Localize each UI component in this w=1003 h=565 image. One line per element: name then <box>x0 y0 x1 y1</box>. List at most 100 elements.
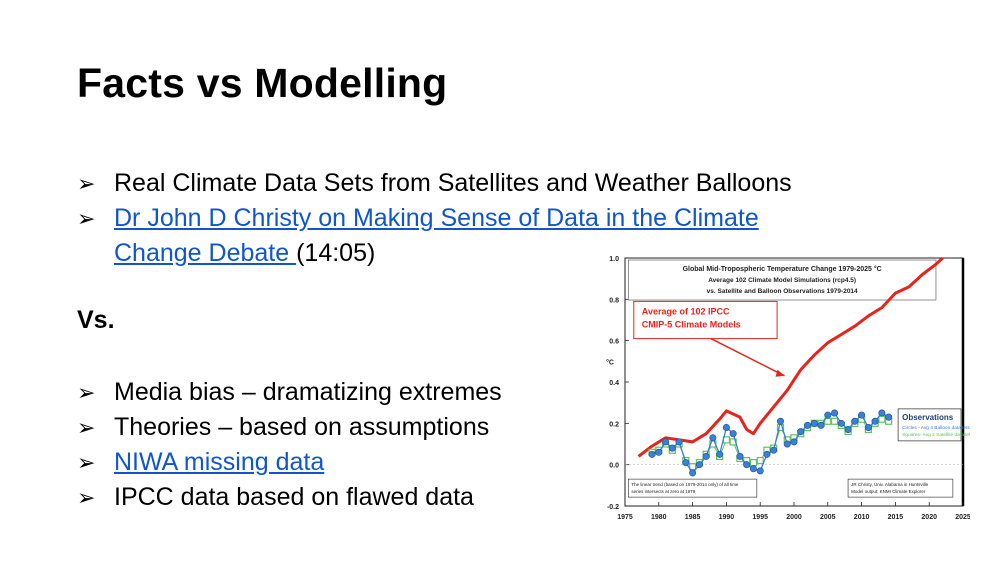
balloon-circle-point <box>851 417 859 425</box>
y-tick-label: 0.6 <box>609 339 619 346</box>
balloon-circle-point <box>858 411 866 419</box>
christy-video-link-cont[interactable]: Change Debate <box>114 239 297 267</box>
y-tick-label: 0.8 <box>609 297 619 304</box>
bullet-item-christy-link[interactable]: ➢ Dr John D Christy on Making Sense of D… <box>77 201 917 236</box>
satellite-square-point <box>749 459 758 467</box>
video-duration: (14:05) <box>296 239 376 267</box>
x-tick-label: 2005 <box>820 514 836 521</box>
observations-legend-circles: Circles - Avg 4 Balloon datasets <box>902 425 970 431</box>
model-mean-line <box>637 256 944 458</box>
slide-title: Facts vs Modelling <box>77 60 448 106</box>
y-tick-label: 0.4 <box>609 380 619 387</box>
balloon-circle-point <box>776 417 784 425</box>
balloon-circle-point <box>682 459 690 467</box>
arrow-bullet-icon: ➢ <box>77 450 96 475</box>
bullet-text: Theories – based on assumptions <box>114 413 490 441</box>
balloon-circle-point <box>675 438 683 446</box>
balloon-circle-point <box>702 452 710 460</box>
temperature-chart-svg: 1.0 0.8 0.6 0.4 0.2 0.0 -0.2 °C 1975 1980 1985 1990… <box>606 256 973 521</box>
balloon-circle-point <box>790 438 798 446</box>
model-label-box <box>633 300 778 340</box>
balloon-circle-point <box>729 430 737 438</box>
y-axis-label: °C <box>606 358 614 366</box>
x-tick-label: 1985 <box>685 514 701 521</box>
balloon-circle-point <box>695 461 703 469</box>
trend-note-box <box>628 478 758 498</box>
trend-note-line: The linear trend (based on 1979-2014 onl… <box>631 482 739 487</box>
balloon-circle-point <box>783 440 791 448</box>
arrow-bullet-icon: ➢ <box>77 171 96 196</box>
arrow-bullet-icon: ➢ <box>77 415 96 440</box>
chart-title-line: vs. Satellite and Balloon Observations 1… <box>707 288 858 295</box>
balloon-circle-point <box>831 409 839 417</box>
bullet-item-media-bias: ➢ Media bias – dramatizing extremes <box>77 375 502 410</box>
model-annotation-arrowhead <box>775 369 785 377</box>
balloon-circle-point <box>689 469 697 477</box>
balloon-circle-point <box>804 421 812 429</box>
balloon-circle-point <box>749 465 757 473</box>
christy-video-link[interactable]: Dr John D Christy on Making Sense of Dat… <box>114 204 759 232</box>
credit-note-line: Model output: KNMI Climate Explorer <box>851 489 926 494</box>
balloon-circle-point <box>655 448 663 456</box>
balloon-circle-point <box>756 467 764 475</box>
balloon-circle-point <box>824 411 832 419</box>
vs-label: Vs. <box>77 306 115 334</box>
x-tick-label: 2015 <box>888 514 904 521</box>
satellite-square-point <box>756 456 764 465</box>
x-tick-label: 1980 <box>651 514 667 521</box>
chart-title-box <box>628 259 937 301</box>
x-tick-label: 1975 <box>617 514 633 521</box>
model-label-text: Average of 102 IPCC <box>642 306 730 316</box>
balloon-circle-point <box>763 450 771 458</box>
arrow-bullet-icon: ➢ <box>77 206 96 231</box>
satellite-square-point <box>878 415 886 423</box>
bullet-item-christy-continuation: Change Debate (14:05) <box>77 236 917 271</box>
y-tick-label: 0.0 <box>609 463 619 470</box>
x-tick-label: 1990 <box>719 514 735 521</box>
balloon-circle-point <box>797 428 805 436</box>
balloon-circle-point <box>864 423 872 431</box>
credit-note-box <box>847 478 954 498</box>
balloon-circle-point <box>817 421 825 429</box>
balloon-circle-point <box>837 419 845 427</box>
chart-title-line: Average 102 Climate Model Simulations (r… <box>708 277 856 284</box>
x-tick-label: 1995 <box>752 514 768 521</box>
balloon-circle-point <box>709 434 717 442</box>
balloon-circle-point <box>648 450 656 458</box>
trend-note-line: series intersects at zero at 1979 <box>631 489 695 494</box>
bullet-item-ipcc: ➢ IPCC data based on flawed data <box>77 480 502 515</box>
balloon-circle-point <box>736 452 744 460</box>
balloon-circle-point <box>722 423 730 431</box>
x-tick-label: 2000 <box>786 514 802 521</box>
observations-legend-title: Observations <box>902 413 954 422</box>
bullet-item-niwa-link[interactable]: ➢ NIWA missing data <box>77 445 502 480</box>
observations-legend-squares: Squares- Avg 2 Satellite datasets <box>902 432 970 438</box>
balloon-circle-point <box>885 413 893 421</box>
credit-note-line: JR Christy, Univ. Alabama in Huntsville <box>851 482 929 487</box>
arrow-bullet-icon: ➢ <box>77 380 96 405</box>
x-tick-label: 2020 <box>921 514 937 521</box>
balloon-circle-point <box>878 409 886 417</box>
balloon-circle-point <box>662 438 670 446</box>
x-tick-label: 2025 <box>955 514 970 521</box>
y-tick-label: 1.0 <box>609 256 619 263</box>
model-label-text: CMIP-5 Climate Models <box>642 319 741 329</box>
balloon-circle-point <box>844 426 852 434</box>
balloon-circle-point <box>716 450 724 458</box>
balloon-circle-point <box>770 446 778 454</box>
balloon-circle-point <box>810 419 818 427</box>
balloon-circle-point <box>668 444 676 452</box>
bullet-text: Real Climate Data Sets from Satellites a… <box>114 169 792 197</box>
bullet-text: Media bias – dramatizing extremes <box>114 378 502 406</box>
x-tick-label: 2010 <box>854 514 870 521</box>
niwa-missing-data-link[interactable]: NIWA missing data <box>114 448 325 476</box>
satellite-square-point <box>830 417 839 425</box>
arrow-bullet-icon: ➢ <box>77 485 96 510</box>
y-tick-label: 0.2 <box>609 421 619 428</box>
balloon-circle-point <box>871 417 879 425</box>
observations-legend-box <box>897 408 962 442</box>
bullet-text: IPCC data based on flawed data <box>114 483 474 511</box>
bullet-item-real-data: ➢ Real Climate Data Sets from Satellites… <box>77 166 917 201</box>
bullet-item-theories: ➢ Theories – based on assumptions <box>77 410 502 445</box>
y-tick-label: -0.2 <box>607 504 619 511</box>
